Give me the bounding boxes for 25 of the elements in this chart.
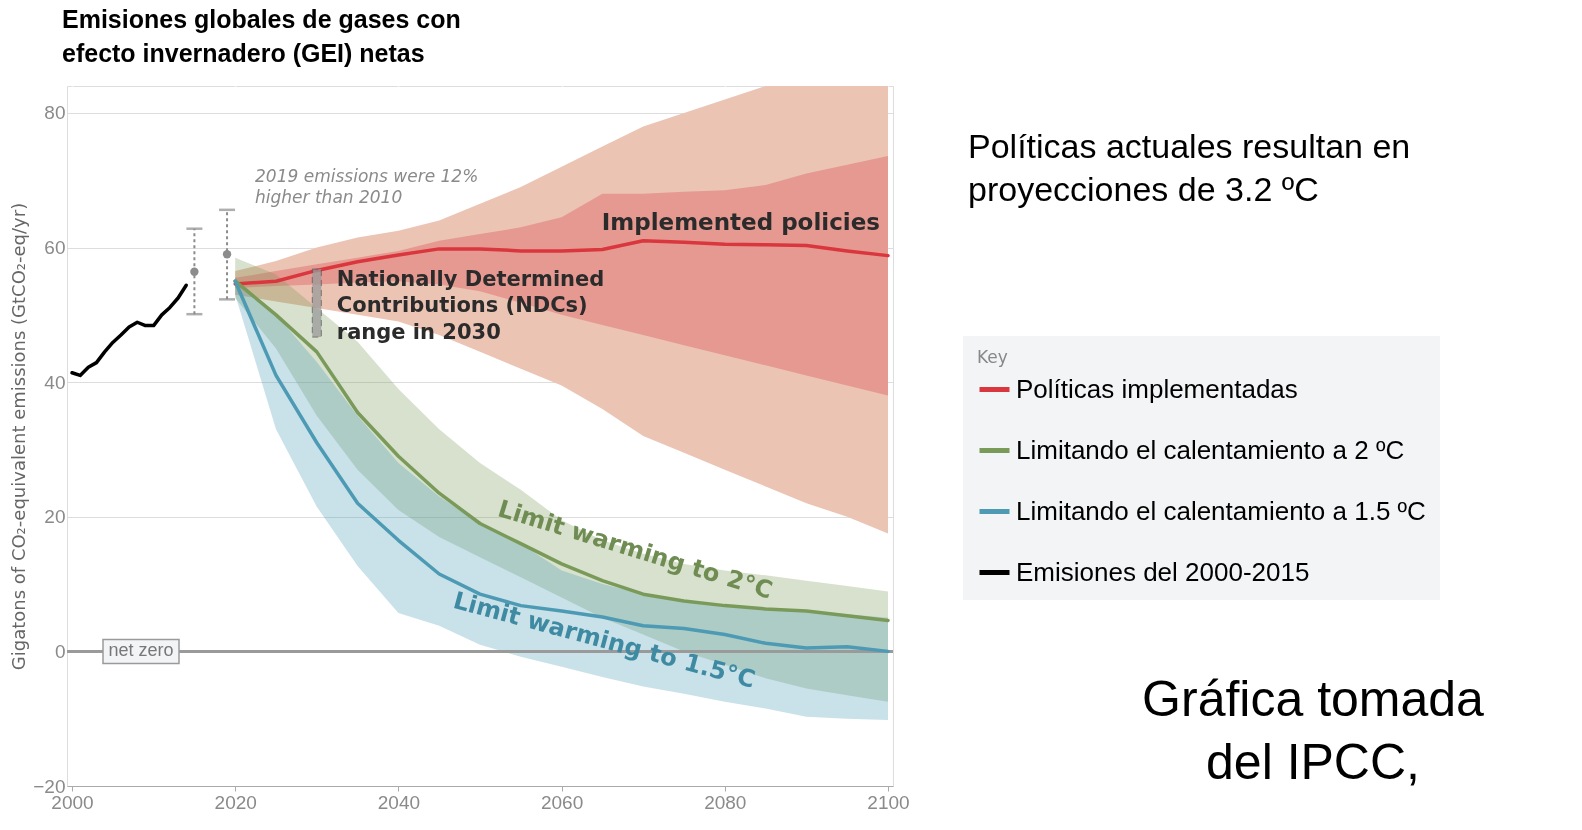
chart-title: Emisiones globales de gases con efecto invernadero (GEI) netas [62,5,461,67]
annotation: Nationally Determined Contributions (NDCs) range in 2030 [336,267,605,344]
legend-label: Limitando el calentamiento a 1.5 ºC [1016,495,1426,526]
y-tick-label: 40 [44,371,66,393]
legend-label: Políticas implementadas [1016,373,1298,404]
line-series [70,283,188,378]
x-tick-label: 2080 [704,791,747,813]
legend-label: Limitando el calentamiento a 2 ºC [1016,434,1405,465]
x-tick-label: 2020 [214,791,257,813]
ref-line-label: net zero [108,640,174,661]
y-axis-title: Gigatons of CO₂-equivalent emissions (GtCO₂-eq/yr) [8,202,30,671]
x-tick-label: 2040 [377,791,421,813]
y-tick-label: 20 [44,506,66,528]
text: Políticas actuales resultan en proyecciones de 3.2 ºC [968,127,1411,208]
legend-title: Key [977,347,1008,367]
x-tick-label: 2060 [540,791,584,813]
y-tick-label: 60 [44,237,66,259]
y-tick-label: 0 [54,640,66,662]
legend-label: Emisiones del 2000-2015 [1016,556,1310,587]
annotation: 2019 emissions were 12% higher than 2010 [255,165,479,208]
annotation: Implemented policies [601,208,880,235]
text: Gráfica tomada del IPCC, [1142,671,1485,790]
x-tick-label: 2100 [867,791,910,813]
y-tick-label: −20 [33,775,66,797]
y-tick-label: 80 [44,102,66,124]
